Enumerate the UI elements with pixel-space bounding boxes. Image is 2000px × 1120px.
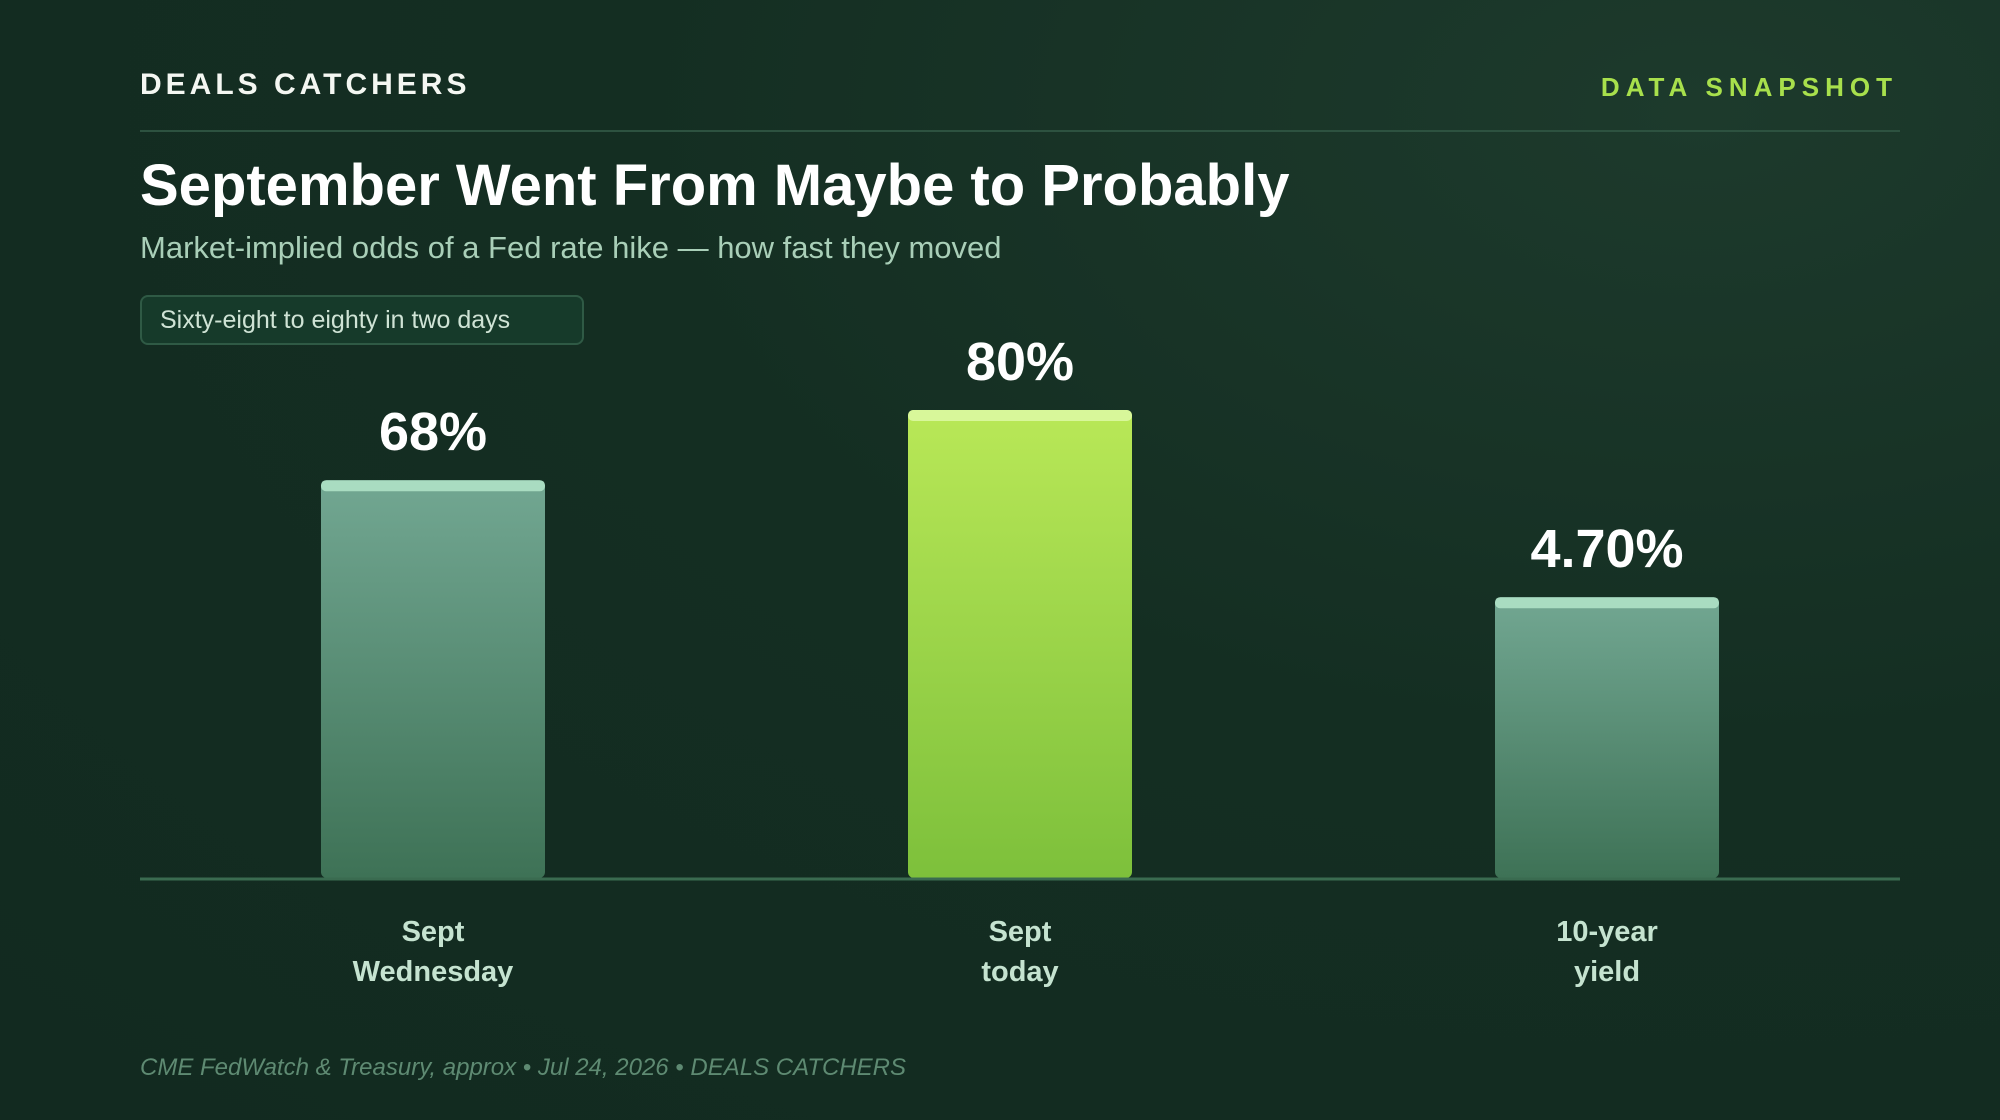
category-label-0-0: Sept (402, 916, 465, 948)
bar-1 (908, 410, 1132, 878)
category-label-1-1: today (981, 956, 1058, 988)
category-label-0-1: Wednesday (353, 956, 514, 988)
category-label-2-0: 10-year (1556, 916, 1658, 948)
source-note: CME FedWatch & Treasury, approx • Jul 24… (140, 1054, 906, 1081)
value-label-1: 80% (966, 332, 1074, 392)
value-label-0: 68% (379, 402, 487, 462)
bar-0 (321, 480, 545, 878)
bar-cap-2 (1495, 597, 1719, 609)
bar-cap-1 (908, 410, 1132, 421)
bar-cap-0 (321, 480, 545, 492)
value-label-2: 4.70% (1530, 519, 1683, 579)
category-label-2-1: yield (1574, 956, 1640, 988)
bar-2 (1495, 597, 1719, 878)
category-label-1-0: Sept (989, 916, 1052, 948)
chart-subtitle: Market-implied odds of a Fed rate hike —… (140, 230, 1002, 265)
callout-badge: Sixty-eight to eighty in two days (140, 295, 584, 345)
brand-name: DEALS CATCHERS (140, 68, 471, 101)
section-tag: DATA SNAPSHOT (1600, 72, 1898, 102)
header-divider (140, 130, 1900, 132)
chart-title: September Went From Maybe to Probably (140, 153, 1290, 218)
